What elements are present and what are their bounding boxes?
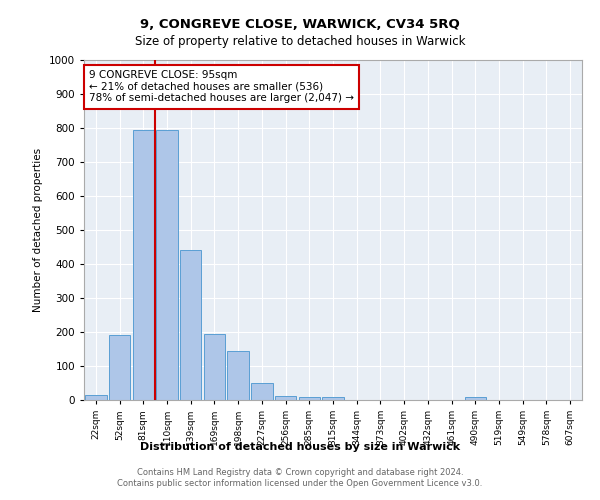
Bar bbox=[109, 336, 130, 400]
Bar bbox=[299, 396, 320, 400]
Bar bbox=[180, 250, 202, 400]
Bar bbox=[204, 334, 225, 400]
Text: Size of property relative to detached houses in Warwick: Size of property relative to detached ho… bbox=[135, 35, 465, 48]
Bar bbox=[251, 383, 272, 400]
Bar bbox=[133, 130, 154, 400]
Bar bbox=[322, 396, 344, 400]
Bar bbox=[157, 130, 178, 400]
Text: 9, CONGREVE CLOSE, WARWICK, CV34 5RQ: 9, CONGREVE CLOSE, WARWICK, CV34 5RQ bbox=[140, 18, 460, 30]
Y-axis label: Number of detached properties: Number of detached properties bbox=[33, 148, 43, 312]
Bar bbox=[227, 352, 249, 400]
Bar bbox=[85, 395, 107, 400]
Text: Contains HM Land Registry data © Crown copyright and database right 2024.
Contai: Contains HM Land Registry data © Crown c… bbox=[118, 468, 482, 487]
Bar bbox=[464, 396, 486, 400]
Text: 9 CONGREVE CLOSE: 95sqm
← 21% of detached houses are smaller (536)
78% of semi-d: 9 CONGREVE CLOSE: 95sqm ← 21% of detache… bbox=[89, 70, 354, 103]
Bar bbox=[275, 396, 296, 400]
Text: Distribution of detached houses by size in Warwick: Distribution of detached houses by size … bbox=[140, 442, 460, 452]
